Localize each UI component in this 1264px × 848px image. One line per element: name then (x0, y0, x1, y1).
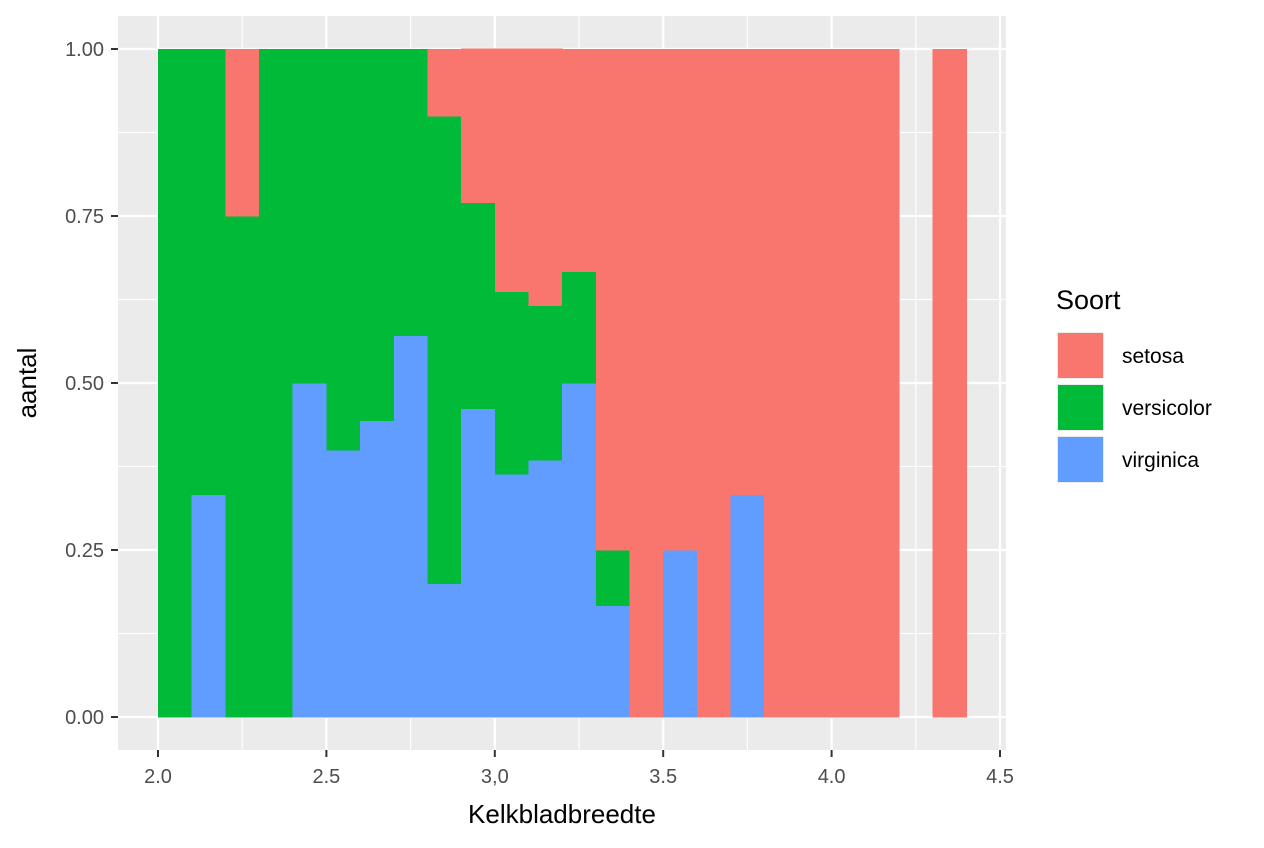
bar-versicolor (225, 216, 260, 718)
bar-versicolor (158, 49, 193, 718)
bar-versicolor (393, 49, 429, 337)
legend: Soort setosa versicolor virginica (1056, 285, 1212, 483)
bar-setosa (730, 49, 765, 496)
bar-versicolor (292, 49, 327, 384)
bar-versicolor (259, 49, 294, 718)
bar-setosa (865, 49, 900, 718)
legend-key-virginica (1058, 437, 1103, 482)
bar-versicolor (562, 271, 597, 384)
legend-key-setosa (1058, 333, 1103, 378)
bar-setosa (595, 49, 631, 551)
bar-virginica (191, 494, 226, 718)
bar-virginica (562, 383, 597, 718)
x-tick-label: 4.0 (818, 766, 846, 788)
x-tick-label: 2.5 (312, 766, 340, 788)
bar-setosa (696, 49, 732, 718)
bars (158, 48, 967, 718)
bar-virginica (528, 459, 563, 718)
legend-label-versicolor: versicolor (1122, 397, 1212, 420)
y-tick-label: 0.50 (65, 373, 104, 395)
bar-virginica (326, 449, 361, 718)
bar-setosa (663, 49, 698, 551)
x-tick-label: 3.5 (649, 766, 677, 788)
bar-versicolor (360, 49, 395, 422)
bar-setosa (225, 49, 260, 217)
bar-virginica (595, 605, 631, 718)
legend-label-setosa: setosa (1122, 345, 1184, 368)
x-tick-label: 4.5 (986, 766, 1014, 788)
legend-label-virginica: virginica (1122, 449, 1199, 472)
bar-virginica (663, 550, 698, 718)
bar-setosa (528, 48, 563, 307)
x-axis-title: Kelkbladbreedte (468, 799, 656, 829)
x-tick-label: 3,0 (481, 766, 509, 788)
bar-setosa (562, 49, 597, 273)
bar-setosa (797, 49, 833, 718)
bar-setosa (629, 49, 664, 718)
bar-virginica (730, 494, 765, 718)
bar-virginica (494, 473, 530, 718)
y-tick-label: 0.75 (65, 206, 104, 228)
bar-virginica (427, 583, 462, 718)
bar-setosa (427, 49, 462, 117)
bar-setosa (461, 48, 496, 204)
bar-versicolor (326, 49, 361, 451)
bar-virginica (393, 335, 429, 718)
x-tick-label: 2.0 (144, 766, 172, 788)
y-tick-label: 0.25 (65, 540, 104, 562)
bar-versicolor (427, 115, 462, 585)
bar-virginica (461, 408, 496, 718)
bar-versicolor (461, 202, 496, 409)
legend-key-versicolor (1058, 385, 1103, 430)
axes: 2.0 2.5 3,0 3.5 4.0 4.5 0.00 0.25 0.50 0.75 1.00 (65, 39, 1014, 788)
bar-virginica (360, 420, 395, 718)
bar-setosa (764, 49, 799, 718)
y-tick-label: 1.00 (65, 39, 104, 61)
bar-versicolor (191, 49, 226, 496)
legend-title: Soort (1056, 285, 1121, 315)
bar-setosa (831, 49, 866, 718)
bar-virginica (292, 383, 327, 718)
bar-versicolor (595, 550, 631, 607)
bar-setosa (494, 48, 530, 293)
bar-setosa (932, 49, 967, 718)
y-axis-title: aantal (12, 348, 42, 419)
bar-versicolor (494, 291, 530, 475)
bar-versicolor (528, 305, 563, 461)
y-tick-label: 0.00 (65, 707, 104, 729)
